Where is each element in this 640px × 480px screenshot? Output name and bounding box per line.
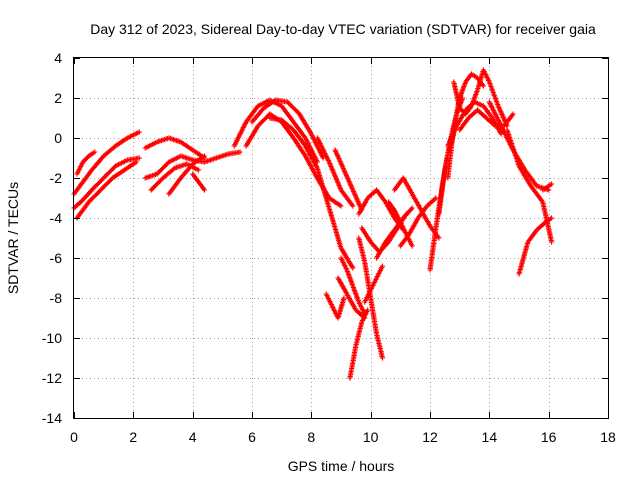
y-tick-label: -14 xyxy=(42,410,62,426)
series-markers xyxy=(356,235,386,361)
series-markers xyxy=(338,255,368,317)
series-track-19 xyxy=(347,307,371,381)
y-tick-label: -2 xyxy=(50,170,63,186)
series-track-36 xyxy=(516,215,555,277)
y-tick-label: 4 xyxy=(54,50,62,66)
series-track-8 xyxy=(166,153,208,197)
y-tick-label: 2 xyxy=(54,90,62,106)
series-markers xyxy=(445,71,486,181)
x-tick-label: 14 xyxy=(482,429,498,445)
y-tick-label: 0 xyxy=(54,130,62,146)
series-track-16 xyxy=(323,291,347,321)
series-markers xyxy=(166,153,208,197)
series-markers xyxy=(540,181,555,193)
series-track-3 xyxy=(74,149,98,177)
series-track-21 xyxy=(362,263,386,305)
series-track-4 xyxy=(74,159,139,221)
series-track-30 xyxy=(445,71,486,181)
series-markers xyxy=(332,147,365,213)
y-tick-label: -6 xyxy=(50,250,63,266)
series-markers xyxy=(142,135,208,161)
x-tick-label: 6 xyxy=(248,429,256,445)
series-markers xyxy=(335,275,368,321)
series-track-35 xyxy=(504,127,555,245)
series-track-15 xyxy=(332,147,365,213)
series-markers xyxy=(397,195,439,249)
series-track-14 xyxy=(314,135,356,209)
series-markers xyxy=(249,97,326,161)
x-tick-label: 2 xyxy=(129,429,137,445)
series-markers xyxy=(347,307,371,381)
series-markers xyxy=(504,127,555,245)
series-track-18 xyxy=(338,255,368,317)
series-markers xyxy=(190,171,208,193)
x-tick-label: 4 xyxy=(189,429,197,445)
series-layer xyxy=(71,67,555,381)
series-track-9 xyxy=(190,171,208,193)
series-track-13 xyxy=(267,115,356,271)
y-tick-label: -4 xyxy=(50,210,63,226)
series-markers xyxy=(74,159,139,221)
y-tick-label: -10 xyxy=(42,330,62,346)
series-markers xyxy=(362,263,386,305)
series-track-5 xyxy=(142,135,208,161)
y-ticks: 4 2 0 -2 -4 -6 -8 -10 -12 -14 xyxy=(42,50,608,426)
y-tick-label: -12 xyxy=(42,370,62,386)
series-track-27 xyxy=(397,195,439,249)
series-markers xyxy=(323,291,347,321)
series-markers xyxy=(74,149,98,177)
chart-title: Day 312 of 2023, Sidereal Day-to-day VTE… xyxy=(90,21,596,37)
series-markers xyxy=(314,135,356,209)
y-axis-title: SDTVAR / TECUs xyxy=(5,182,21,294)
x-tick-label: 0 xyxy=(70,429,78,445)
grid xyxy=(74,58,608,418)
x-ticks: 0 2 4 6 8 10 12 14 16 18 xyxy=(70,58,616,445)
series-markers xyxy=(267,115,356,271)
series-markers xyxy=(516,215,555,277)
x-tick-label: 8 xyxy=(307,429,315,445)
x-tick-label: 10 xyxy=(363,429,379,445)
series-track-11 xyxy=(249,97,326,161)
series-track-17 xyxy=(335,275,368,321)
x-tick-label: 16 xyxy=(541,429,557,445)
plot-frame xyxy=(73,57,609,419)
series-track-37 xyxy=(540,181,555,193)
y-tick-label: -8 xyxy=(50,290,63,306)
series-track-20 xyxy=(356,235,386,361)
x-tick-label: 12 xyxy=(422,429,438,445)
x-tick-label: 18 xyxy=(600,429,616,445)
x-axis-title: GPS time / hours xyxy=(288,458,395,474)
